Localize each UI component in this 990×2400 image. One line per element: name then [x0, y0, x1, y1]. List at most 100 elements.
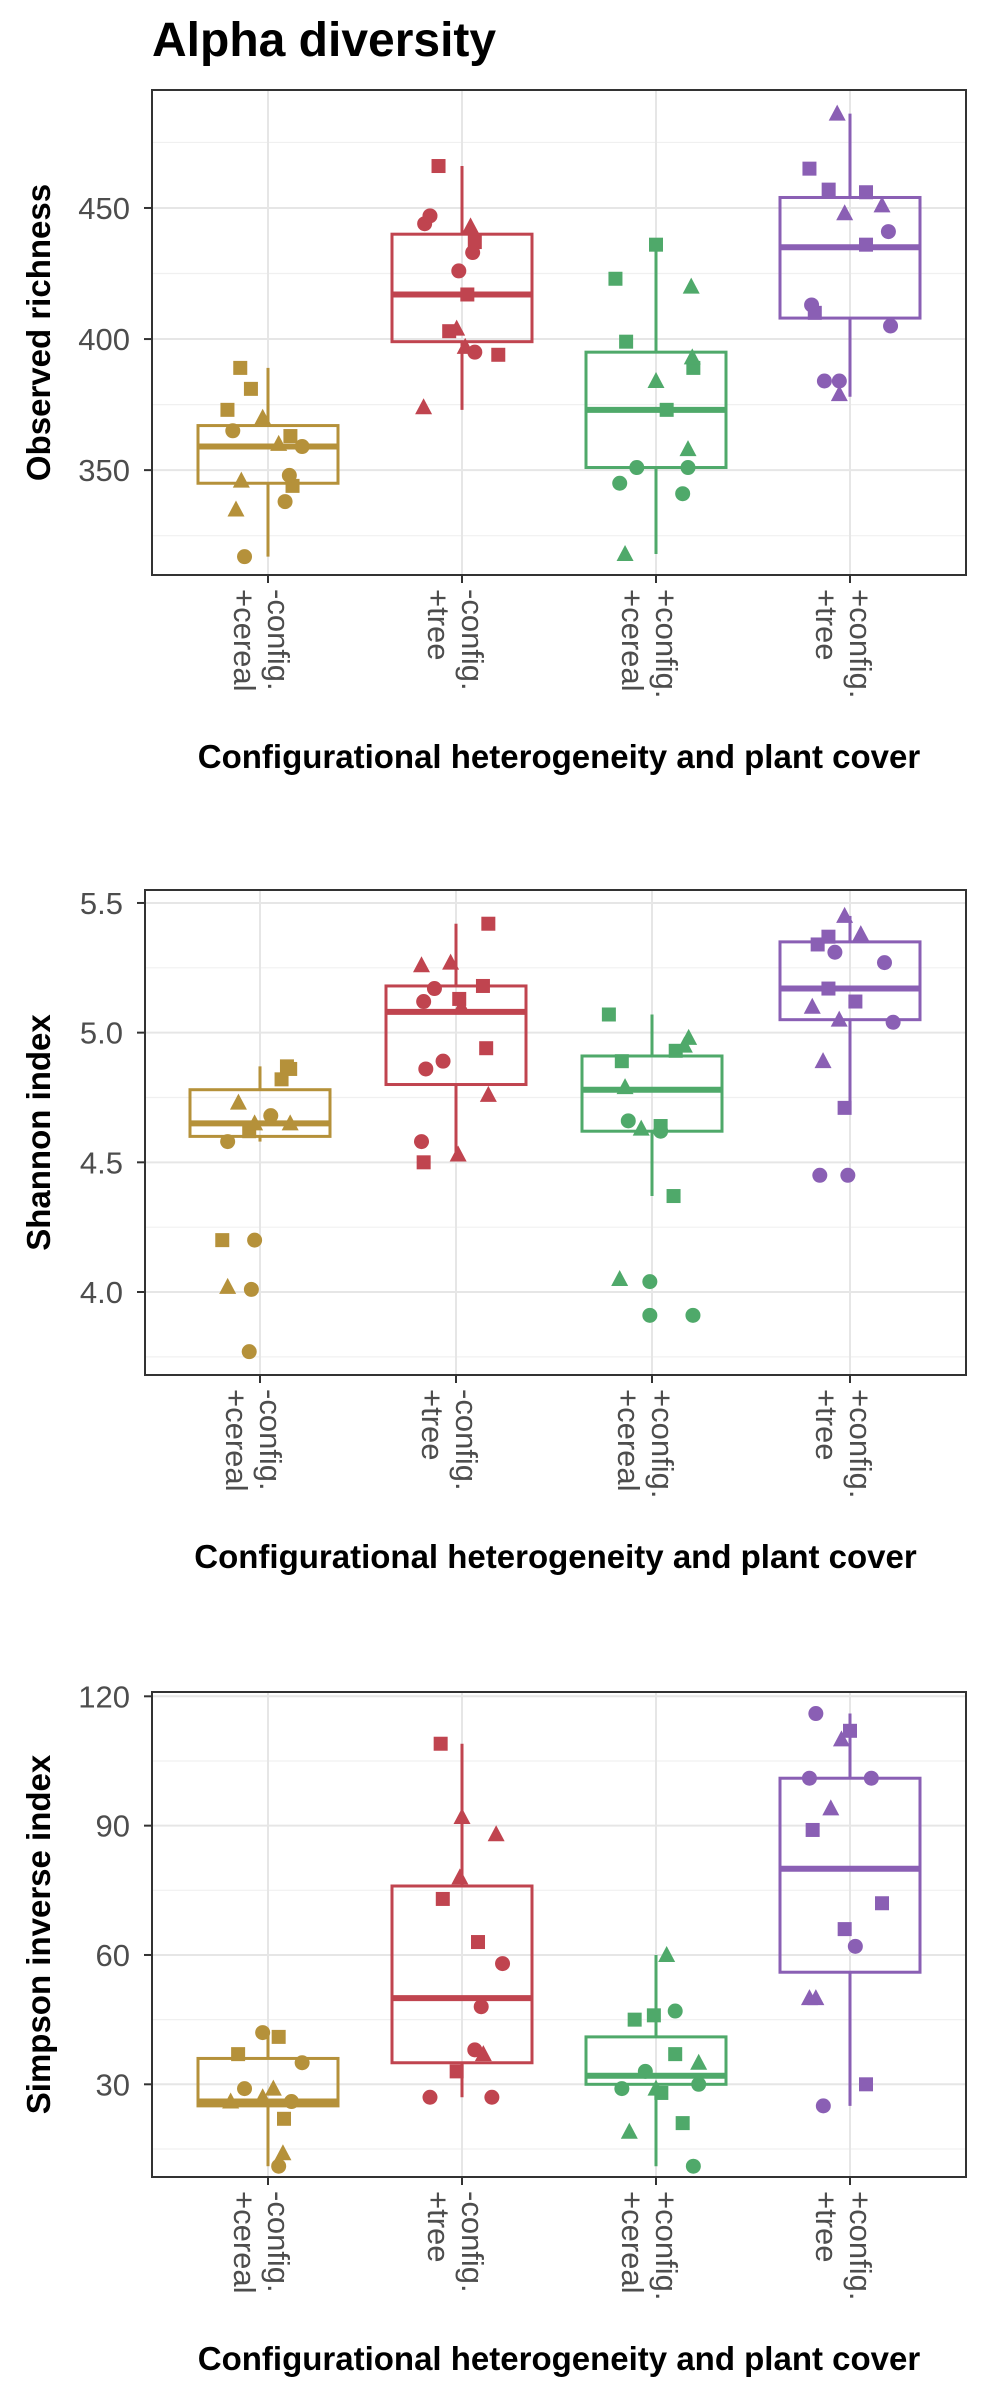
data-point-circle: [831, 373, 847, 389]
data-point-triangle: [658, 1945, 676, 1962]
data-point-triangle: [449, 1145, 467, 1162]
data-point-triangle: [647, 2079, 665, 2096]
x-tick-label-line: +config.: [645, 1389, 680, 1498]
data-point-circle: [876, 955, 892, 971]
data-point-triangle: [452, 997, 470, 1014]
x-tick-label: -config.+cereal: [219, 1389, 288, 1492]
data-point-circle: [467, 344, 483, 360]
x-tick-label-line: +config.: [843, 1389, 878, 1498]
data-point-triangle: [682, 277, 700, 294]
data-point-circle: [642, 1274, 658, 1290]
data-point-triangle: [442, 953, 460, 970]
box-iqr: [778, 195, 922, 320]
y-tick-label: 4.0: [80, 1275, 123, 1310]
data-point-square: [627, 2012, 642, 2027]
data-point-square: [821, 929, 836, 944]
data-point-triangle: [456, 337, 474, 354]
data-point-circle: [808, 1706, 824, 1722]
data-point-triangle: [822, 1799, 840, 1816]
data-point-triangle: [836, 204, 854, 221]
data-point-triangle: [616, 1078, 634, 1095]
data-point-circle: [435, 1053, 451, 1069]
x-tick-label: +config.+tree: [809, 1389, 878, 1498]
data-point-circle: [414, 1134, 430, 1150]
x-tick-label: +config.+tree: [809, 589, 878, 698]
y-tick-label: 5.0: [80, 1016, 123, 1051]
x-tick-label: +config.+cereal: [611, 1389, 680, 1498]
x-axis-title: Configurational heterogeneity and plant …: [198, 2340, 921, 2377]
data-point-triangle: [487, 1825, 505, 1842]
data-point-circle: [612, 475, 628, 491]
x-tick-label-line: -config.: [455, 589, 490, 691]
data-point-triangle: [616, 545, 634, 562]
y-tick-label: 90: [96, 1809, 130, 1844]
data-point-triangle: [828, 104, 846, 121]
data-point-circle: [465, 245, 481, 261]
data-point-circle: [642, 1307, 658, 1323]
data-point-circle: [685, 2158, 701, 2174]
data-point-triangle: [690, 2053, 708, 2070]
data-point-square: [233, 360, 248, 375]
panel-border: [144, 889, 967, 1376]
data-point-triangle: [281, 1114, 299, 1131]
x-tick-label-line: +cereal: [227, 589, 262, 692]
box-iqr: [390, 1884, 534, 2065]
data-point-square: [646, 2008, 661, 2023]
data-point-triangle: [413, 956, 431, 973]
x-tick-label: +config.+cereal: [615, 589, 684, 698]
data-point-triangle: [219, 1277, 237, 1294]
data-point-triangle: [474, 2045, 492, 2062]
data-point-triangle: [632, 1119, 650, 1136]
x-tick-label-line: +tree: [421, 2191, 456, 2263]
data-point-circle: [283, 2094, 299, 2110]
data-point-square: [666, 1189, 681, 1204]
data-point-triangle: [270, 434, 288, 451]
data-point-circle: [885, 1014, 901, 1030]
y-tick-label: 450: [78, 191, 130, 226]
data-point-circle: [467, 2042, 483, 2058]
data-point-square: [614, 1054, 629, 1069]
data-point-square: [479, 1041, 494, 1056]
data-point-circle: [629, 460, 645, 476]
data-point-triangle: [254, 408, 272, 425]
x-tick-label-line: -config.: [449, 1389, 484, 1491]
x-tick-label-line: +config.: [649, 2191, 684, 2300]
x-tick-label-line: -config.: [253, 1389, 288, 1491]
data-point-triangle: [227, 500, 245, 517]
data-point-square: [449, 2064, 464, 2079]
data-point-circle: [416, 994, 432, 1010]
data-point-square: [875, 1896, 890, 1911]
data-point-square: [475, 978, 490, 993]
x-tick-label-line: +cereal: [611, 1389, 646, 1492]
box-iqr: [384, 984, 528, 1087]
data-point-circle: [653, 1123, 669, 1139]
x-tick-label: -config.+tree: [421, 589, 490, 691]
figure-title: Alpha diversity: [152, 14, 496, 67]
data-point-triangle: [832, 1730, 850, 1747]
data-point-square: [231, 2047, 246, 2062]
box-iqr: [196, 424, 340, 485]
x-tick-label: +config.+tree: [809, 2191, 878, 2300]
data-point-circle: [225, 423, 241, 439]
data-point-triangle: [229, 1093, 247, 1110]
data-point-triangle: [852, 925, 870, 942]
data-point-square: [608, 271, 623, 286]
data-point-circle: [495, 1956, 511, 1972]
data-point-square: [821, 981, 836, 996]
data-point-square: [215, 1233, 230, 1248]
data-point-circle: [247, 1232, 263, 1248]
data-point-triangle: [803, 997, 821, 1014]
data-point-circle: [614, 2081, 630, 2097]
x-tick-label: +config.+cereal: [615, 2191, 684, 2300]
x-tick-label-line: +cereal: [615, 2191, 650, 2294]
x-tick-label-line: -config.: [261, 2191, 296, 2293]
box-iqr: [778, 1776, 922, 1974]
panel-border: [151, 89, 967, 576]
data-point-circle: [812, 1167, 828, 1183]
data-point-triangle: [453, 1808, 471, 1825]
panel-border: [151, 1691, 967, 2178]
data-point-circle: [243, 1281, 259, 1297]
y-tick-label: 60: [96, 1938, 130, 1973]
x-tick-label-line: +cereal: [615, 589, 650, 692]
